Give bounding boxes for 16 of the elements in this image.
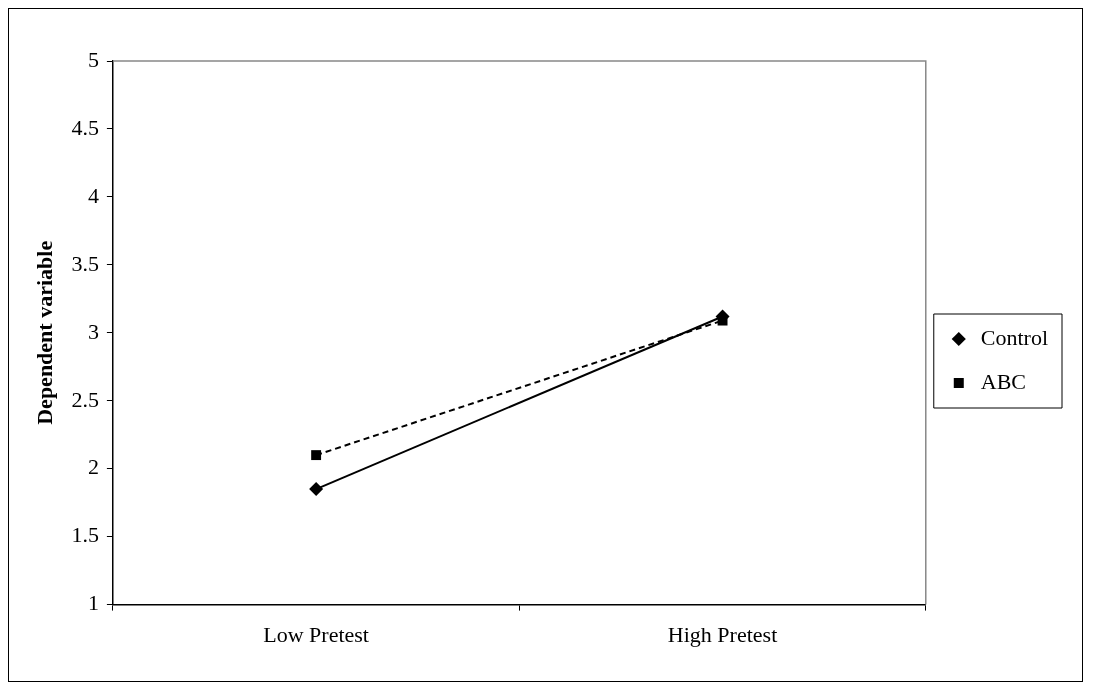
x-tick-label: High Pretest <box>667 621 778 647</box>
y-tick-label: 2.5 <box>71 386 99 412</box>
y-tick-label: 5 <box>87 46 99 72</box>
y-tick-label: 2 <box>87 454 99 480</box>
y-tick-label: 1 <box>87 590 99 616</box>
legend-label: Control <box>980 324 1049 350</box>
legend-label: ABC <box>980 368 1027 394</box>
y-tick-label: 3 <box>87 318 99 344</box>
point <box>309 482 324 497</box>
y-tick-label: 1.5 <box>71 522 99 548</box>
point <box>311 450 322 461</box>
y-tick-label: 4 <box>87 182 99 208</box>
y-tick-label: 4.5 <box>71 114 99 140</box>
x-tick-label: Low Pretest <box>263 621 369 647</box>
y-axis-title: Dependent variable <box>31 240 57 425</box>
y-tick-label: 3.5 <box>71 250 99 276</box>
